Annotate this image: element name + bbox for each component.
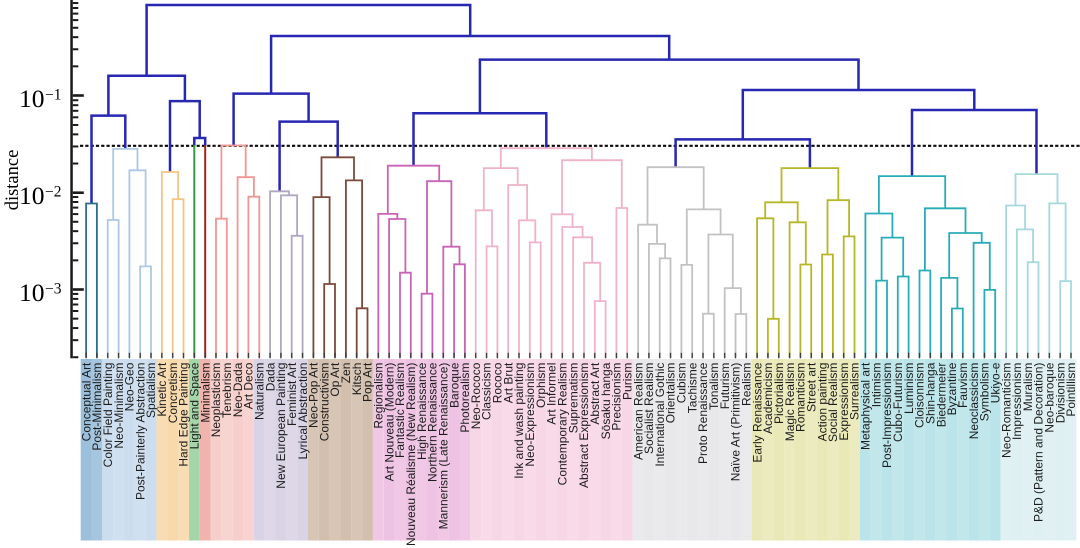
svg-text:Light and Space: Light and Space: [188, 362, 202, 449]
svg-text:Magic Realism: Magic Realism: [783, 363, 797, 442]
svg-text:Naturalism: Naturalism: [252, 363, 266, 420]
svg-text:Neo-Pop Art: Neo-Pop Art: [307, 362, 321, 428]
svg-text:Art Nouveau (Modern): Art Nouveau (Modern): [382, 363, 396, 482]
svg-text:Spatialism: Spatialism: [144, 363, 158, 418]
svg-text:Ukiyo-e: Ukiyo-e: [988, 362, 1002, 403]
svg-text:10: 10: [19, 278, 45, 307]
svg-text:Constructivism: Constructivism: [317, 363, 331, 442]
svg-text:Neo-Rococo: Neo-Rococo: [469, 362, 483, 429]
svg-text:Academicism: Academicism: [761, 363, 775, 434]
svg-text:Post-Painterly Abstraction: Post-Painterly Abstraction: [133, 363, 147, 500]
svg-text:Impressionism: Impressionism: [1010, 363, 1024, 440]
svg-text:Contemporary Realism: Contemporary Realism: [556, 363, 570, 486]
svg-text:Neo-Romanticism: Neo-Romanticism: [999, 363, 1013, 458]
svg-text:Shin-hanga: Shin-hanga: [923, 362, 937, 424]
svg-text:Fauvism: Fauvism: [956, 363, 970, 408]
svg-text:Byzantine: Byzantine: [945, 362, 959, 415]
svg-text:Naïve Art (Primitivism): Naïve Art (Primitivism): [729, 363, 743, 482]
svg-text:Abstract Art: Abstract Art: [588, 362, 602, 425]
svg-text:P&D (Pattern and Decoration): P&D (Pattern and Decoration): [1032, 363, 1046, 522]
svg-text:Proto Renaissance: Proto Renaissance: [696, 362, 710, 464]
svg-text:Post-Impressionism: Post-Impressionism: [880, 363, 894, 468]
svg-text:Op Art: Op Art: [328, 362, 342, 397]
svg-text:Divisionism: Divisionism: [1053, 363, 1067, 424]
svg-text:Art Deco: Art Deco: [242, 362, 256, 409]
svg-text:Concretism: Concretism: [166, 363, 180, 424]
svg-text:Symbolism: Symbolism: [978, 363, 992, 422]
svg-text:Fantastic Realism: Fantastic Realism: [393, 363, 407, 458]
svg-text:Cubo-Futurism: Cubo-Futurism: [891, 363, 905, 442]
svg-text:Street art: Street art: [804, 362, 818, 412]
svg-text:Kitsch: Kitsch: [350, 363, 364, 396]
svg-text:Social Realism: Social Realism: [826, 363, 840, 442]
svg-text:Neo-baroque: Neo-baroque: [1043, 362, 1057, 432]
svg-text:Metaphysical art: Metaphysical art: [859, 362, 873, 450]
svg-text:Intimism: Intimism: [869, 363, 883, 408]
svg-text:Cloisonnism: Cloisonnism: [913, 363, 927, 428]
svg-text:Kinetic Art: Kinetic Art: [155, 362, 169, 417]
svg-text:Neo-Geo: Neo-Geo: [123, 362, 137, 411]
svg-text:Tonalism: Tonalism: [707, 363, 721, 410]
svg-text:High Renaissance: High Renaissance: [415, 362, 429, 460]
svg-text:Futurism: Futurism: [718, 363, 732, 410]
svg-text:Suprematism: Suprematism: [566, 363, 580, 434]
svg-text:Orphism: Orphism: [534, 363, 548, 408]
svg-text:10: 10: [19, 84, 45, 113]
svg-text:Dada: Dada: [263, 362, 277, 391]
svg-text:New European Painting: New European Painting: [274, 363, 288, 489]
svg-text:Feminist Art: Feminist Art: [285, 362, 299, 426]
svg-text:Muralism: Muralism: [1021, 363, 1035, 412]
svg-text:Neo-Expressionism: Neo-Expressionism: [523, 363, 537, 467]
svg-text:−2: −2: [45, 184, 62, 201]
svg-text:Art Brut: Art Brut: [501, 362, 515, 403]
svg-text:Abstract Expressionism: Abstract Expressionism: [577, 363, 591, 488]
svg-text:Pointillism: Pointillism: [1064, 363, 1078, 417]
svg-text:Conceptual Art: Conceptual Art: [79, 362, 93, 441]
svg-text:Pop Art: Pop Art: [361, 362, 375, 402]
svg-text:Pictorialism: Pictorialism: [772, 363, 786, 424]
svg-text:Classicism: Classicism: [480, 363, 494, 420]
svg-text:Purism: Purism: [620, 363, 634, 400]
svg-text:Precisionism: Precisionism: [610, 363, 624, 431]
svg-text:Cubism: Cubism: [675, 363, 689, 404]
svg-text:Romanticism: Romanticism: [794, 363, 808, 432]
svg-text:Minimalism: Minimalism: [198, 363, 212, 423]
svg-text:Regionalism: Regionalism: [372, 363, 386, 429]
svg-text:Rococo: Rococo: [491, 362, 505, 403]
svg-text:American Realism: American Realism: [631, 363, 645, 460]
svg-text:distance: distance: [3, 150, 23, 211]
svg-text:Neoclassicism: Neoclassicism: [967, 363, 981, 440]
svg-text:Photorealism: Photorealism: [458, 363, 472, 433]
svg-text:Ink and wash painting: Ink and wash painting: [512, 363, 526, 479]
svg-text:Zen: Zen: [339, 363, 353, 384]
svg-text:10: 10: [19, 181, 45, 210]
svg-text:Baroque: Baroque: [447, 362, 461, 408]
svg-text:Tenebrism: Tenebrism: [220, 363, 234, 418]
svg-text:Nouveau Réalisme (New Realism): Nouveau Réalisme (New Realism): [404, 363, 418, 546]
svg-text:−1: −1: [45, 87, 62, 104]
svg-text:Color Field Painting: Color Field Painting: [101, 363, 115, 468]
svg-text:Hard Edge Painting: Hard Edge Painting: [177, 363, 191, 467]
svg-text:Lyrical Abstraction: Lyrical Abstraction: [296, 363, 310, 460]
svg-text:Realism: Realism: [740, 363, 754, 406]
svg-text:Orientalism: Orientalism: [664, 363, 678, 424]
svg-text:Tachisme: Tachisme: [685, 362, 699, 413]
svg-text:Expressionism: Expressionism: [837, 363, 851, 441]
svg-text:Surrealism: Surrealism: [848, 363, 862, 420]
svg-text:Mannerism (Late Renaissance): Mannerism (Late Renaissance): [436, 363, 450, 530]
svg-text:Post-Minimalism: Post-Minimalism: [90, 363, 104, 451]
svg-text:Art Informel: Art Informel: [545, 363, 559, 425]
svg-text:Sōsaku hanga: Sōsaku hanga: [599, 362, 613, 439]
svg-text:−3: −3: [45, 281, 62, 298]
svg-text:Neo-Dada: Neo-Dada: [231, 362, 245, 417]
svg-text:Luminism: Luminism: [902, 363, 916, 414]
svg-text:Early Renaissance: Early Renaissance: [750, 362, 764, 462]
svg-text:Biedermeier: Biedermeier: [934, 363, 948, 428]
svg-text:Socialist Realism: Socialist Realism: [642, 363, 656, 454]
svg-text:Northern Renaissance: Northern Renaissance: [426, 362, 440, 482]
svg-text:Neoplasticism: Neoplasticism: [209, 363, 223, 438]
svg-text:International Gothic: International Gothic: [653, 363, 667, 467]
svg-text:Neo-Minimalism: Neo-Minimalism: [112, 363, 126, 449]
svg-text:Action painting: Action painting: [815, 363, 829, 442]
